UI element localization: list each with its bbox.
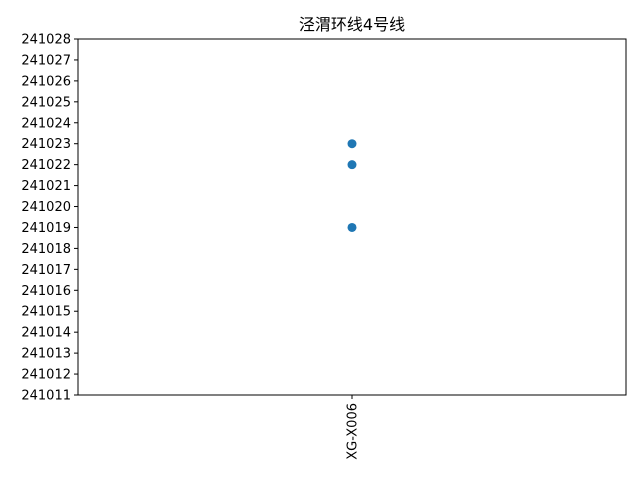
plot-frame bbox=[77, 38, 627, 396]
y-tick-label: 241028 bbox=[21, 33, 71, 48]
scatter-point bbox=[347, 160, 357, 170]
y-tick-label: 241017 bbox=[21, 263, 71, 278]
y-tick-label: 241021 bbox=[21, 179, 71, 194]
y-tick-label: 241013 bbox=[21, 347, 71, 362]
x-tick-label: XG-X006 bbox=[346, 403, 361, 460]
y-tick-label: 241014 bbox=[21, 326, 71, 341]
y-tick-label: 241024 bbox=[21, 116, 71, 131]
y-tick-label: 241015 bbox=[21, 305, 71, 320]
y-tick-label: 241026 bbox=[21, 74, 71, 89]
x-axis-ticks: XG-X006 bbox=[346, 395, 361, 460]
y-axis-ticks: 241011 241012 241013 241014 241015 241016 2410… bbox=[21, 33, 78, 404]
data-points bbox=[347, 139, 357, 232]
y-tick-label: 241019 bbox=[21, 221, 71, 236]
y-tick-label: 241020 bbox=[21, 200, 71, 215]
y-tick-label: 241023 bbox=[21, 137, 71, 152]
y-tick-label: 241027 bbox=[21, 53, 71, 68]
y-tick-label: 241012 bbox=[21, 368, 71, 383]
y-tick-label: 241018 bbox=[21, 242, 71, 257]
chart-title: 泾渭环线4号线 bbox=[299, 15, 405, 34]
y-tick-label: 241011 bbox=[21, 389, 71, 404]
scatter-point bbox=[347, 222, 357, 232]
y-tick-label: 241022 bbox=[21, 158, 71, 173]
y-tick-label: 241025 bbox=[21, 95, 71, 110]
scatter-point bbox=[347, 139, 357, 149]
y-tick-label: 241016 bbox=[21, 284, 71, 299]
